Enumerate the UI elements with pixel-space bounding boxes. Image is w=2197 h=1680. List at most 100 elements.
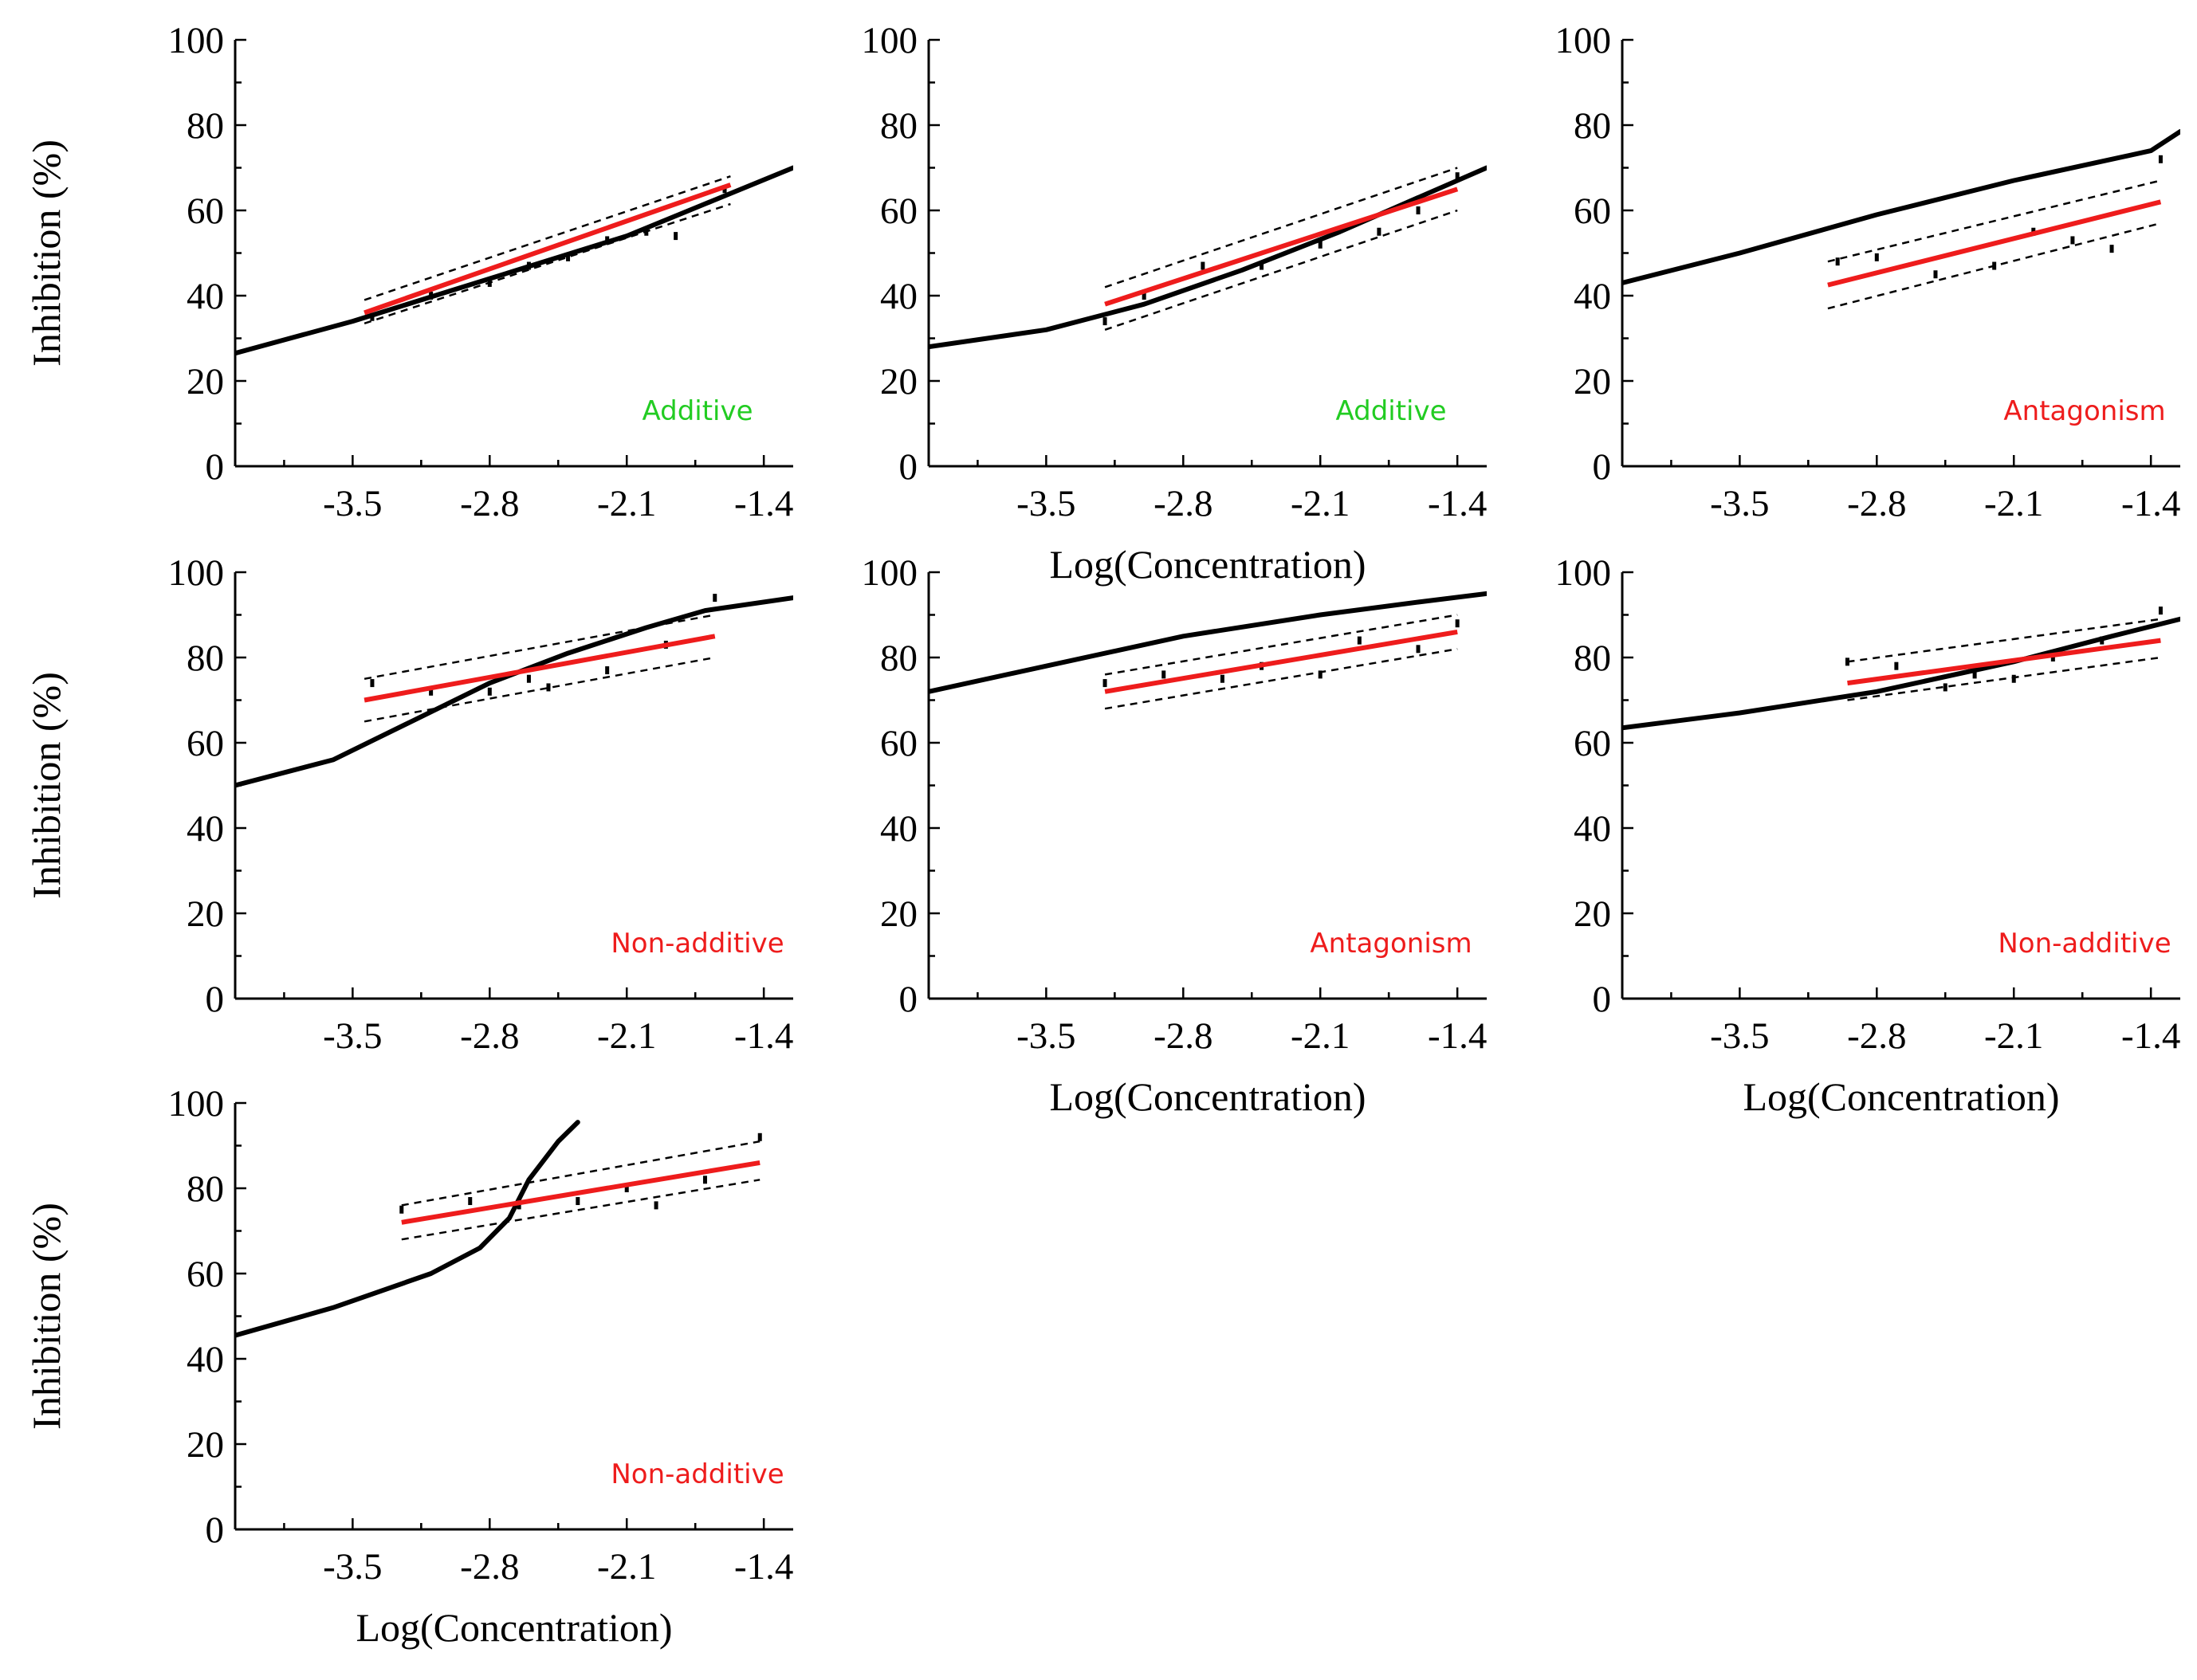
y-axis-label: Inhibition (%) xyxy=(24,672,69,899)
plot-area xyxy=(929,165,1487,350)
x-tick-label: -3.5 xyxy=(1016,1015,1075,1057)
confidence-band-lower xyxy=(1847,656,2161,701)
y-tick-label: 0 xyxy=(1593,446,1612,488)
confidence-band-lower xyxy=(364,656,716,723)
y-tick-label: 0 xyxy=(899,979,918,1020)
y-tick-label: 20 xyxy=(1574,361,1611,402)
y-tick-label: 100 xyxy=(862,552,918,594)
data-point xyxy=(1835,257,1840,266)
data-point xyxy=(654,1201,658,1210)
y-tick-label: 60 xyxy=(187,190,224,232)
reference-curve xyxy=(235,1120,580,1338)
fit-line xyxy=(364,634,716,703)
x-axis-label: Log(Concentration) xyxy=(1049,542,1366,587)
data-point xyxy=(1220,674,1224,683)
plot-area xyxy=(1622,606,2180,731)
x-tick-label: -1.4 xyxy=(1428,483,1487,524)
data-point xyxy=(702,1176,707,1184)
data-point xyxy=(576,1197,580,1206)
confidence-band-upper xyxy=(364,175,731,301)
y-tick-label: 0 xyxy=(206,1509,225,1551)
x-axis-label: Log(Concentration) xyxy=(356,1605,672,1650)
x-tick-label: -2.8 xyxy=(460,483,519,524)
verdict-label: Additive xyxy=(1335,395,1446,427)
chart-panel-2: 0 20 40 60 80 100 -3.5 -2.8 -2.1 -1.4 Log(Concentr… xyxy=(862,20,1488,587)
x-tick-label: -3.5 xyxy=(1016,483,1075,524)
confidence-band-upper xyxy=(401,1140,760,1207)
x-tick-label: -2.8 xyxy=(460,1015,519,1057)
y-tick-label: 80 xyxy=(1574,638,1611,679)
fit-line xyxy=(1827,199,2162,288)
x-tick-label: -2.1 xyxy=(1984,483,2043,524)
y-tick-label: 100 xyxy=(1555,20,1612,61)
data-point xyxy=(757,1132,762,1141)
x-tick-label: -2.8 xyxy=(1847,1015,1906,1057)
y-tick-label: 80 xyxy=(880,105,918,147)
verdict-label: Non-additive xyxy=(1998,928,2171,960)
chart-panel-4: 0 20 40 60 80 100 -3.5 -2.8 -2.1 -1.4 Inhibition (… xyxy=(24,552,793,1057)
confidence-band-lower xyxy=(1104,648,1458,710)
data-point xyxy=(487,687,492,696)
y-tick-label: 0 xyxy=(206,446,225,488)
y-tick-label: 20 xyxy=(187,893,224,935)
reference-curve xyxy=(929,165,1487,350)
data-point xyxy=(517,1201,521,1210)
data-point xyxy=(546,683,551,692)
y-tick-label: 0 xyxy=(1593,979,1612,1020)
y-tick-label: 100 xyxy=(168,552,225,594)
y-tick-label: 60 xyxy=(1574,723,1611,764)
x-tick-label: -2.1 xyxy=(597,1546,656,1588)
y-tick-label: 20 xyxy=(187,1424,224,1466)
y-tick-label: 100 xyxy=(862,20,918,61)
y-tick-label: 100 xyxy=(168,1083,225,1125)
y-tick-label: 60 xyxy=(187,723,224,764)
x-tick-label: -1.4 xyxy=(734,1546,793,1588)
reference-curve xyxy=(1622,129,2180,285)
data-point xyxy=(2011,674,2016,683)
reference-curve xyxy=(1622,616,2180,731)
verdict-label: Non-additive xyxy=(611,928,784,960)
fit-line xyxy=(1104,629,1458,694)
data-point xyxy=(468,1197,473,1206)
verdict-label: Additive xyxy=(642,395,753,427)
fit-line xyxy=(1104,186,1459,307)
x-tick-label: -3.5 xyxy=(323,483,382,524)
x-tick-label: -3.5 xyxy=(323,1015,382,1057)
y-tick-label: 60 xyxy=(880,190,918,232)
y-axis-label: Inhibition (%) xyxy=(24,139,69,367)
y-tick-label: 0 xyxy=(899,446,918,488)
data-point xyxy=(644,227,649,236)
data-point xyxy=(1161,670,1166,679)
data-point xyxy=(1455,619,1460,628)
verdict-label: Non-additive xyxy=(611,1458,784,1490)
data-point xyxy=(1416,645,1421,654)
chart-panel-3: 0 20 40 60 80 100 -3.5 -2.8 -2.1 -1.4 Antagonism xyxy=(1555,20,2181,524)
data-point xyxy=(1972,670,1977,679)
reference-curve xyxy=(235,595,793,788)
y-tick-label: 80 xyxy=(880,638,918,679)
data-point xyxy=(1874,253,1879,261)
data-point xyxy=(1455,172,1460,181)
data-point xyxy=(1416,206,1421,214)
data-point xyxy=(1102,679,1107,688)
y-tick-label: 60 xyxy=(880,723,918,764)
data-point xyxy=(487,278,492,287)
x-tick-label: -1.4 xyxy=(2121,1015,2180,1057)
verdict-label: Antagonism xyxy=(2003,395,2165,427)
x-tick-label: -2.1 xyxy=(1291,1015,1350,1057)
x-tick-label: -2.8 xyxy=(1154,1015,1212,1057)
y-axis-label: Inhibition (%) xyxy=(24,1203,69,1430)
data-point xyxy=(713,594,717,603)
x-tick-label: -2.8 xyxy=(460,1546,519,1588)
data-point xyxy=(1845,657,1849,666)
data-point xyxy=(1357,636,1362,645)
x-tick-label: -2.1 xyxy=(597,1015,656,1057)
data-point xyxy=(674,232,678,241)
y-tick-label: 100 xyxy=(1555,552,1612,594)
y-tick-label: 20 xyxy=(880,361,918,402)
data-point xyxy=(624,1184,629,1192)
y-tick-label: 40 xyxy=(880,808,918,850)
data-point xyxy=(605,666,610,675)
y-tick-label: 0 xyxy=(206,979,225,1020)
x-tick-label: -3.5 xyxy=(323,1546,382,1588)
